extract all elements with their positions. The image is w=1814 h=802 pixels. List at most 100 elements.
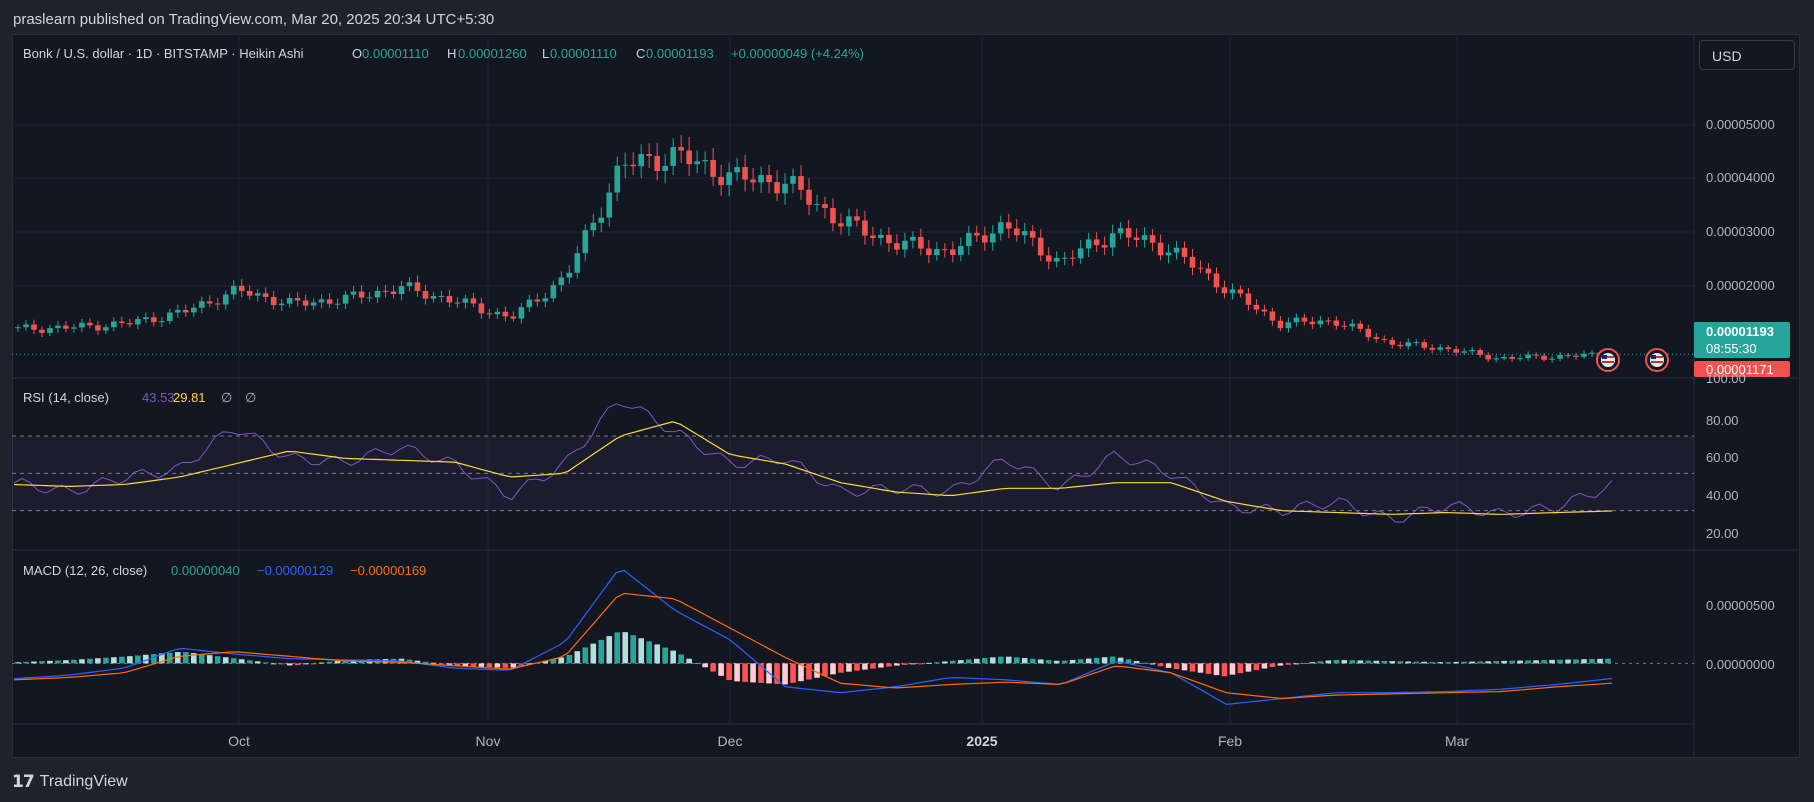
macd-histogram-bar <box>1157 663 1164 667</box>
low-price-badge <box>1694 361 1790 377</box>
macd-histogram-bar <box>454 663 461 666</box>
candle-body <box>55 325 61 329</box>
time-label: Dec <box>718 733 743 749</box>
price-tick-label: 0.00002000 <box>1706 278 1775 293</box>
macd-histogram-bar <box>318 662 325 664</box>
candle-body <box>1301 317 1308 322</box>
macd-histogram-bar <box>1117 657 1124 664</box>
candle-body <box>989 233 996 243</box>
candle-body <box>958 246 964 255</box>
candle-body <box>950 249 956 255</box>
candle-body <box>997 222 1004 234</box>
candle-body <box>1397 344 1404 347</box>
candle-body <box>406 282 413 287</box>
low-value: 0.00001110 <box>550 46 617 61</box>
close-label: C <box>636 46 645 61</box>
macd-histogram-bar <box>1461 661 1467 664</box>
macd-histogram-bar <box>510 663 517 668</box>
macd-histogram-bar <box>958 660 964 664</box>
candle-body <box>1317 320 1324 325</box>
us-flag-icon[interactable] <box>1645 348 1669 372</box>
macd-histogram-bar <box>71 659 77 664</box>
macd-hist-value: 0.00000040 <box>171 563 240 578</box>
macd-histogram-bar <box>1581 659 1587 664</box>
candle-body <box>598 217 605 223</box>
macd-histogram-bar <box>95 658 101 664</box>
macd-histogram-bar <box>1485 661 1491 664</box>
candle-body <box>981 235 988 243</box>
macd-histogram-bar <box>87 658 93 664</box>
macd-histogram-bar <box>550 659 557 664</box>
macd-histogram-bar <box>294 663 301 666</box>
macd-histogram-bar <box>1269 663 1276 667</box>
rsi-value: 43.53 <box>142 390 175 405</box>
macd-histogram-bar <box>1189 663 1196 672</box>
us-flag-icon[interactable] <box>1596 348 1620 372</box>
candle-body <box>1357 323 1364 329</box>
publish-header: praslearn published on TradingView.com, … <box>0 0 1814 36</box>
macd-histogram-bar <box>159 653 165 664</box>
macd-histogram-bar <box>614 632 621 664</box>
macd-histogram-bar <box>414 660 421 664</box>
macd-histogram-bar <box>1053 660 1060 664</box>
candle-body <box>1237 289 1244 294</box>
candle-body <box>1325 320 1332 322</box>
time-label: Feb <box>1218 733 1242 749</box>
macd-histogram-bar <box>710 663 716 672</box>
candle-body <box>478 303 485 314</box>
candle-body <box>846 216 852 227</box>
candle-body <box>1005 222 1012 229</box>
chart-svg[interactable]: Bonk / U.S. dollar · 1D · BITSTAMP · Hei… <box>0 0 1814 760</box>
currency-button[interactable]: USD <box>1699 40 1795 70</box>
macd-histogram-bar <box>1109 656 1116 664</box>
macd-histogram-bar <box>1213 663 1220 676</box>
candle-body <box>646 154 653 156</box>
candle-body <box>782 183 788 194</box>
macd-histogram-bar <box>694 662 700 664</box>
candle-body <box>1341 325 1348 327</box>
macd-histogram-bar <box>486 663 493 668</box>
candle-body <box>582 230 589 254</box>
candle-body <box>1053 257 1060 262</box>
candle-body <box>1021 231 1028 236</box>
candle-body <box>1061 257 1068 259</box>
open-value: 0.00001110 <box>362 46 429 61</box>
macd-signal-value: −0.00000169 <box>350 563 426 578</box>
macd-histogram-bar <box>838 663 844 673</box>
rsi-hidden-icon-1[interactable]: ∅ <box>221 390 232 405</box>
macd-histogram-bar <box>462 663 469 667</box>
candle-body <box>886 234 892 244</box>
candle-body <box>973 232 980 236</box>
candle-body <box>702 159 708 162</box>
macd-histogram-bar <box>1365 660 1372 664</box>
macd-histogram-bar <box>646 641 653 664</box>
macd-histogram-bar <box>997 656 1004 664</box>
macd-histogram-bar <box>566 654 573 664</box>
candle-body <box>1389 339 1396 345</box>
macd-histogram-bar <box>1197 663 1204 673</box>
macd-histogram-bar <box>1437 662 1444 664</box>
candle-body <box>734 167 740 173</box>
candle-body <box>1373 337 1380 339</box>
candle-body <box>814 204 820 206</box>
rsi-hidden-icon-2[interactable]: ∅ <box>245 390 256 405</box>
macd-histogram-bar <box>902 663 908 665</box>
candle-body <box>246 290 253 296</box>
candle-body <box>23 324 29 328</box>
macd-histogram-bar <box>182 652 189 664</box>
candle-body <box>686 150 692 165</box>
macd-histogram-bar <box>270 663 277 665</box>
macd-histogram-bar <box>598 639 605 664</box>
macd-histogram-bar <box>1597 658 1603 664</box>
tradingview-logo[interactable]: 𝟭𝟳 TradingView <box>12 772 128 792</box>
macd-histogram-bar <box>222 657 229 664</box>
macd-histogram-bar <box>662 647 668 664</box>
candle-body <box>310 302 317 306</box>
macd-histogram-bar <box>894 663 900 666</box>
rsi-ma-line <box>13 421 1613 515</box>
current-price-badge <box>1694 322 1790 358</box>
candle-body <box>238 285 245 291</box>
rsi-tick-label: 60.00 <box>1706 450 1739 465</box>
rsi-tick-label: 20.00 <box>1706 526 1739 541</box>
candle-body <box>614 165 621 193</box>
